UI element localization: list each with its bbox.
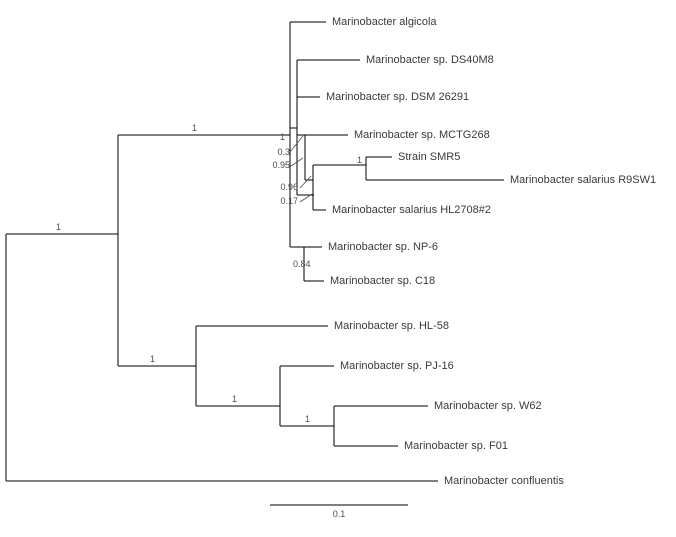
support-value: 0.17 — [280, 196, 298, 206]
support-value: 0.84 — [293, 259, 311, 269]
support-value: 1 — [280, 132, 285, 142]
support-value: 1 — [150, 354, 155, 364]
tip-label: Marinobacter sp. DSM 26291 — [326, 91, 469, 103]
support-value: 1 — [192, 123, 197, 133]
support-value: 1 — [357, 155, 362, 165]
tip-label: Marinobacter sp. HL-58 — [334, 320, 449, 332]
tip-label: Marinobacter confluentis — [444, 475, 564, 487]
support-value: 0.95 — [272, 160, 290, 170]
support-value: 0.96 — [280, 182, 298, 192]
tip-label: Marinobacter sp. F01 — [404, 440, 508, 452]
support-value: 0.3 — [277, 147, 290, 157]
tip-label: Marinobacter sp. PJ-16 — [340, 360, 454, 372]
scale-label: 0.1 — [333, 509, 346, 519]
tip-label: Marinobacter sp. W62 — [434, 400, 542, 412]
tip-label: Marinobacter sp. DS40M8 — [366, 54, 494, 66]
tip-label: Strain SMR5 — [398, 151, 460, 163]
support-value: 1 — [232, 394, 237, 404]
phylogenetic-tree: Marinobacter algicola Marinobacter sp. DS… — [0, 0, 676, 537]
tip-label: Marinobacter salarius HL2708#2 — [332, 204, 491, 216]
support-value: 1 — [305, 414, 310, 424]
tip-label: Marinobacter salarius R9SW1 — [510, 174, 656, 186]
tip-label: Marinobacter sp. C18 — [330, 275, 435, 287]
support-value: 1 — [56, 222, 61, 232]
tip-label: Marinobacter algicola — [332, 16, 437, 28]
tip-label: Marinobacter sp. MCTG268 — [354, 129, 490, 141]
tip-label: Marinobacter sp. NP-6 — [328, 241, 438, 253]
